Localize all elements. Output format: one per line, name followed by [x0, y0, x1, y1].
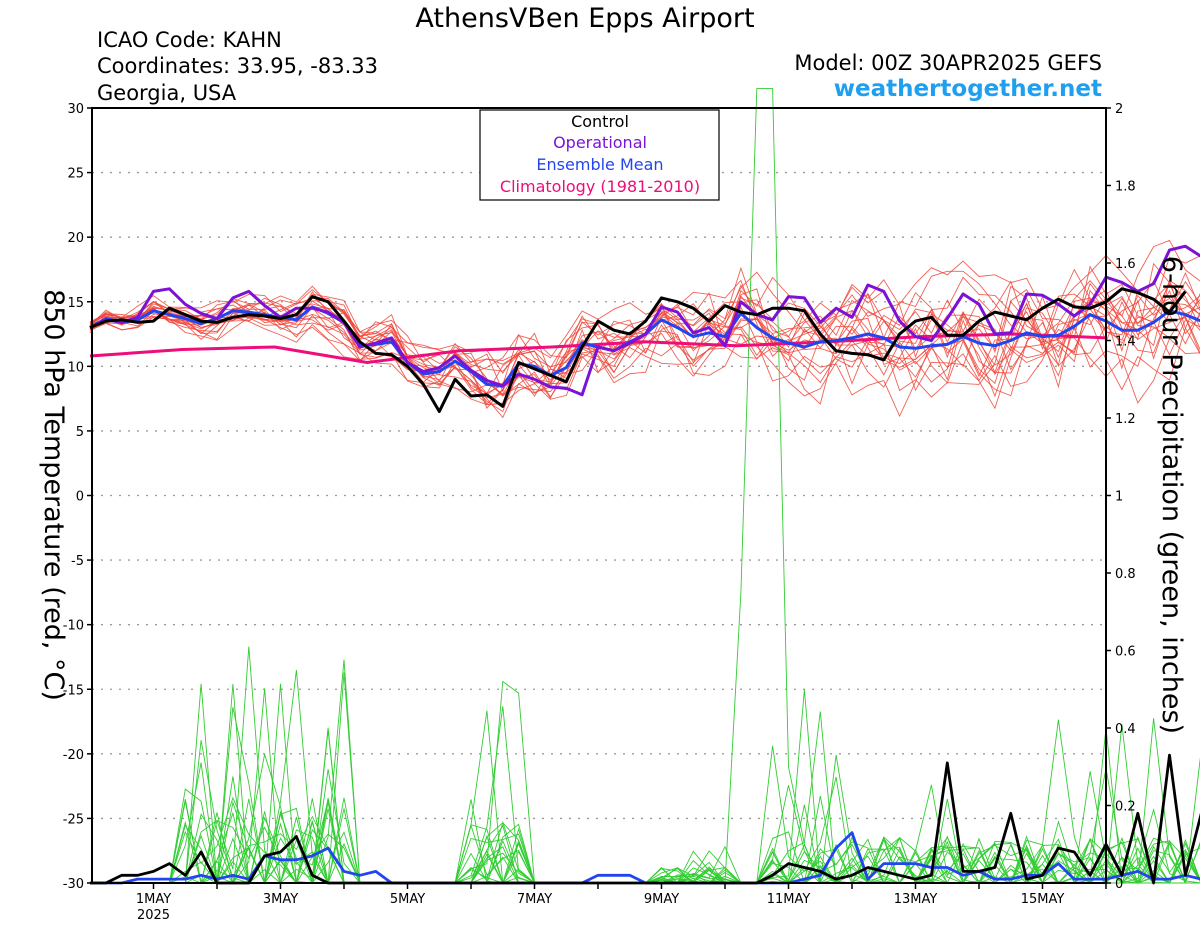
legend-operational: Operational — [553, 133, 647, 152]
legend: Control Operational Ensemble Mean Climat… — [479, 109, 720, 201]
y2-tick-label: 1.2 — [1115, 412, 1136, 427]
y2-tick-label: 0.6 — [1115, 645, 1136, 660]
y2-tick-label: 1 — [1115, 490, 1123, 505]
site-link[interactable]: weathertogether.net — [833, 76, 1102, 102]
y-axis-title: 850 hPa Temperature (red, °C) — [38, 289, 69, 701]
climatology-line — [89, 332, 1107, 364]
member-temperature-line — [89, 262, 1200, 398]
member-precipitation-line — [90, 88, 1200, 884]
y-tick-label: -5 — [71, 554, 84, 569]
y2-tick-label: 0.8 — [1115, 567, 1136, 582]
y-tick-label: -30 — [63, 877, 84, 892]
model-run: Model: 00Z 30APR2025 GEFS — [794, 51, 1102, 75]
member-precipitation-line — [90, 816, 1200, 885]
y-tick-label: 10 — [67, 360, 84, 375]
location-region: Georgia, USA — [97, 81, 237, 105]
y-tick-label: 0 — [76, 490, 84, 505]
y2-tick-label: 0.2 — [1115, 800, 1136, 815]
plot-frame — [91, 107, 1107, 884]
operational-line — [89, 244, 1200, 397]
axis-ticks-and-labels: 302520151050-5-10-15-20-25-3021.81.61.41… — [63, 102, 1136, 923]
member-temperature-line — [89, 265, 1200, 398]
y2-axis-title: 6-hour Precipitation (green, inches) — [1156, 256, 1187, 734]
x-tick-label: 11MAY — [767, 892, 811, 907]
y2-tick-label: 0.4 — [1115, 722, 1136, 737]
member-precipitation-lines — [90, 88, 1200, 885]
icao-code: ICAO Code: KAHN — [97, 28, 282, 52]
x-tick-label: 5MAY — [390, 892, 425, 907]
y2-tick-label: 1.6 — [1115, 257, 1136, 272]
highlight-series-lines — [89, 244, 1200, 885]
y2-tick-label: 0 — [1115, 877, 1123, 892]
control-line — [89, 287, 1187, 413]
x-tick-label: 9MAY — [644, 892, 679, 907]
x-year-label: 2025 — [137, 908, 170, 923]
x-tick-label: 1MAY — [136, 892, 171, 907]
legend-control: Control — [571, 112, 629, 131]
member-precipitation-line — [90, 756, 1200, 885]
y-tick-label: 20 — [67, 231, 84, 246]
y-tick-label: 30 — [67, 102, 84, 117]
y-tick-label: -25 — [63, 812, 84, 827]
chart-title: AthensVBen Epps Airport — [415, 3, 755, 34]
y-tick-label: -20 — [63, 748, 84, 763]
y-tick-label: 5 — [76, 425, 84, 440]
member-precipitation-line — [90, 727, 1200, 885]
x-tick-label: 3MAY — [263, 892, 298, 907]
y2-tick-label: 1.8 — [1115, 180, 1136, 195]
y-tick-label: 15 — [67, 296, 84, 311]
coordinates: Coordinates: 33.95, -83.33 — [97, 54, 378, 78]
member-precipitation-line — [90, 659, 1200, 885]
member-temperature-line — [89, 266, 1200, 406]
x-tick-label: 15MAY — [1021, 892, 1065, 907]
legend-box — [479, 109, 720, 201]
legend-ensemble-mean: Ensemble Mean — [536, 155, 663, 174]
y2-tick-label: 1.4 — [1115, 335, 1136, 350]
x-tick-label: 13MAY — [894, 892, 938, 907]
y-tick-label: 25 — [67, 167, 84, 182]
y-tick-label: -15 — [63, 683, 84, 698]
member-precipitation-line — [90, 754, 1200, 884]
member-temperature-line — [89, 268, 1200, 409]
x-tick-label: 7MAY — [517, 892, 552, 907]
y-tick-label: -10 — [63, 619, 84, 634]
member-precipitation-line — [90, 683, 1200, 885]
y2-tick-label: 2 — [1115, 102, 1123, 117]
legend-climatology: Climatology (1981-2010) — [500, 177, 700, 196]
member-precipitation-line — [90, 688, 1200, 884]
